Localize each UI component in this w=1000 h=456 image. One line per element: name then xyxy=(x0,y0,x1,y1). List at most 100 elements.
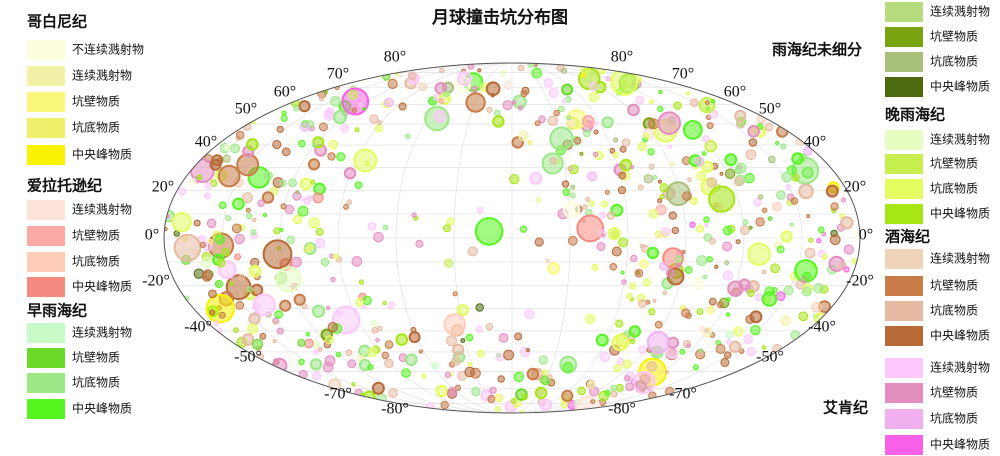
crater xyxy=(726,339,732,345)
crater xyxy=(629,338,636,345)
crater xyxy=(407,71,417,81)
crater xyxy=(355,298,365,307)
latitude-label: 0° xyxy=(859,227,873,244)
latitude-label: -70° xyxy=(324,386,352,403)
crater xyxy=(487,395,496,403)
crater xyxy=(746,347,757,357)
crater xyxy=(619,158,633,172)
crater xyxy=(753,197,762,207)
crater xyxy=(452,343,465,356)
legend-group-title: 爱拉托逊纪 xyxy=(27,177,102,195)
crater xyxy=(503,80,513,90)
crater xyxy=(829,234,841,246)
crater xyxy=(701,151,707,156)
crater xyxy=(252,217,257,223)
crater xyxy=(843,266,850,273)
crater xyxy=(619,145,627,153)
crater xyxy=(755,217,765,227)
crater xyxy=(199,241,206,248)
crater xyxy=(648,209,659,219)
crater xyxy=(747,242,771,266)
crater xyxy=(304,245,312,253)
crater xyxy=(652,175,658,180)
crater xyxy=(716,301,724,309)
crater xyxy=(579,151,584,156)
crater xyxy=(358,102,364,108)
crater xyxy=(706,177,718,188)
crater xyxy=(235,130,245,140)
crater xyxy=(498,333,509,343)
legend-swatch xyxy=(27,200,65,220)
meridian xyxy=(337,63,687,413)
crater xyxy=(499,70,507,77)
crater xyxy=(387,78,398,90)
crater xyxy=(768,155,776,164)
crater xyxy=(728,340,742,353)
crater xyxy=(367,347,378,358)
crater xyxy=(791,152,804,165)
crater xyxy=(443,224,451,233)
crater xyxy=(785,184,792,190)
crater xyxy=(558,105,565,113)
crater xyxy=(369,114,379,124)
crater xyxy=(798,311,809,322)
crater xyxy=(218,311,226,319)
crater xyxy=(281,147,291,157)
crater xyxy=(276,125,284,133)
crater xyxy=(262,239,293,270)
crater xyxy=(570,184,576,190)
crater xyxy=(739,225,750,236)
crater xyxy=(324,335,334,345)
crater xyxy=(246,138,259,151)
crater xyxy=(709,237,716,245)
legend-label: 坑壁物质 xyxy=(72,94,120,109)
crater xyxy=(351,256,363,267)
crater xyxy=(562,362,574,373)
crater xyxy=(757,194,764,200)
crater xyxy=(761,291,778,307)
legend-swatch xyxy=(27,145,65,165)
crater xyxy=(804,247,816,259)
crater xyxy=(654,320,663,329)
crater xyxy=(854,230,860,240)
crater xyxy=(252,338,263,350)
crater xyxy=(606,211,616,220)
legend-swatch xyxy=(885,409,923,429)
crater xyxy=(196,174,203,181)
crater xyxy=(351,382,356,387)
crater xyxy=(440,400,449,410)
crater xyxy=(585,314,596,325)
crater xyxy=(839,213,845,219)
latitude-label: 70° xyxy=(327,66,349,83)
legend-label: 连续溅射物 xyxy=(930,251,990,266)
crater xyxy=(780,315,791,326)
crater xyxy=(465,333,474,342)
crater xyxy=(566,119,576,128)
crater xyxy=(245,207,251,213)
crater xyxy=(307,158,321,171)
crater xyxy=(284,204,295,215)
crater xyxy=(643,132,650,140)
crater xyxy=(295,190,300,195)
crater xyxy=(381,351,390,360)
latitude-label: 50° xyxy=(759,101,781,118)
crater xyxy=(218,201,227,209)
crater xyxy=(821,253,829,260)
crater xyxy=(259,332,267,340)
crater xyxy=(632,371,656,394)
crater xyxy=(720,358,730,367)
map-outline xyxy=(163,62,861,414)
crater xyxy=(293,105,300,112)
crater xyxy=(816,238,822,244)
crater xyxy=(745,314,755,324)
crater xyxy=(806,214,811,219)
crater xyxy=(654,230,663,238)
crater xyxy=(497,375,505,383)
crater xyxy=(692,277,705,290)
crater xyxy=(562,188,571,197)
crater xyxy=(214,279,224,289)
crater xyxy=(452,291,458,297)
crater xyxy=(592,151,599,158)
crater xyxy=(503,349,515,361)
